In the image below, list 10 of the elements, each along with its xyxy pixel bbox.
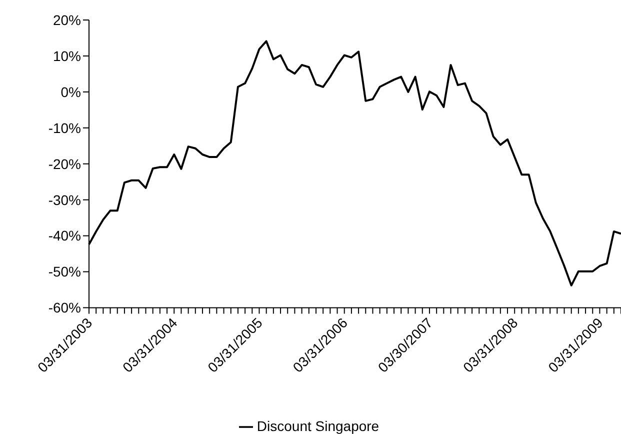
y-tick-label: -10%	[48, 120, 81, 136]
y-tick-label: 0%	[60, 84, 81, 100]
legend-label: Discount Singapore	[256, 418, 380, 434]
y-tick-label: -60%	[48, 300, 81, 316]
y-tick-label: 10%	[52, 48, 81, 64]
y-tick-label: -20%	[48, 156, 81, 172]
y-tick-label: -40%	[48, 228, 81, 244]
y-tick-label: -30%	[48, 192, 81, 208]
y-tick-label: -50%	[48, 264, 81, 280]
y-tick-label: 20%	[52, 12, 81, 28]
